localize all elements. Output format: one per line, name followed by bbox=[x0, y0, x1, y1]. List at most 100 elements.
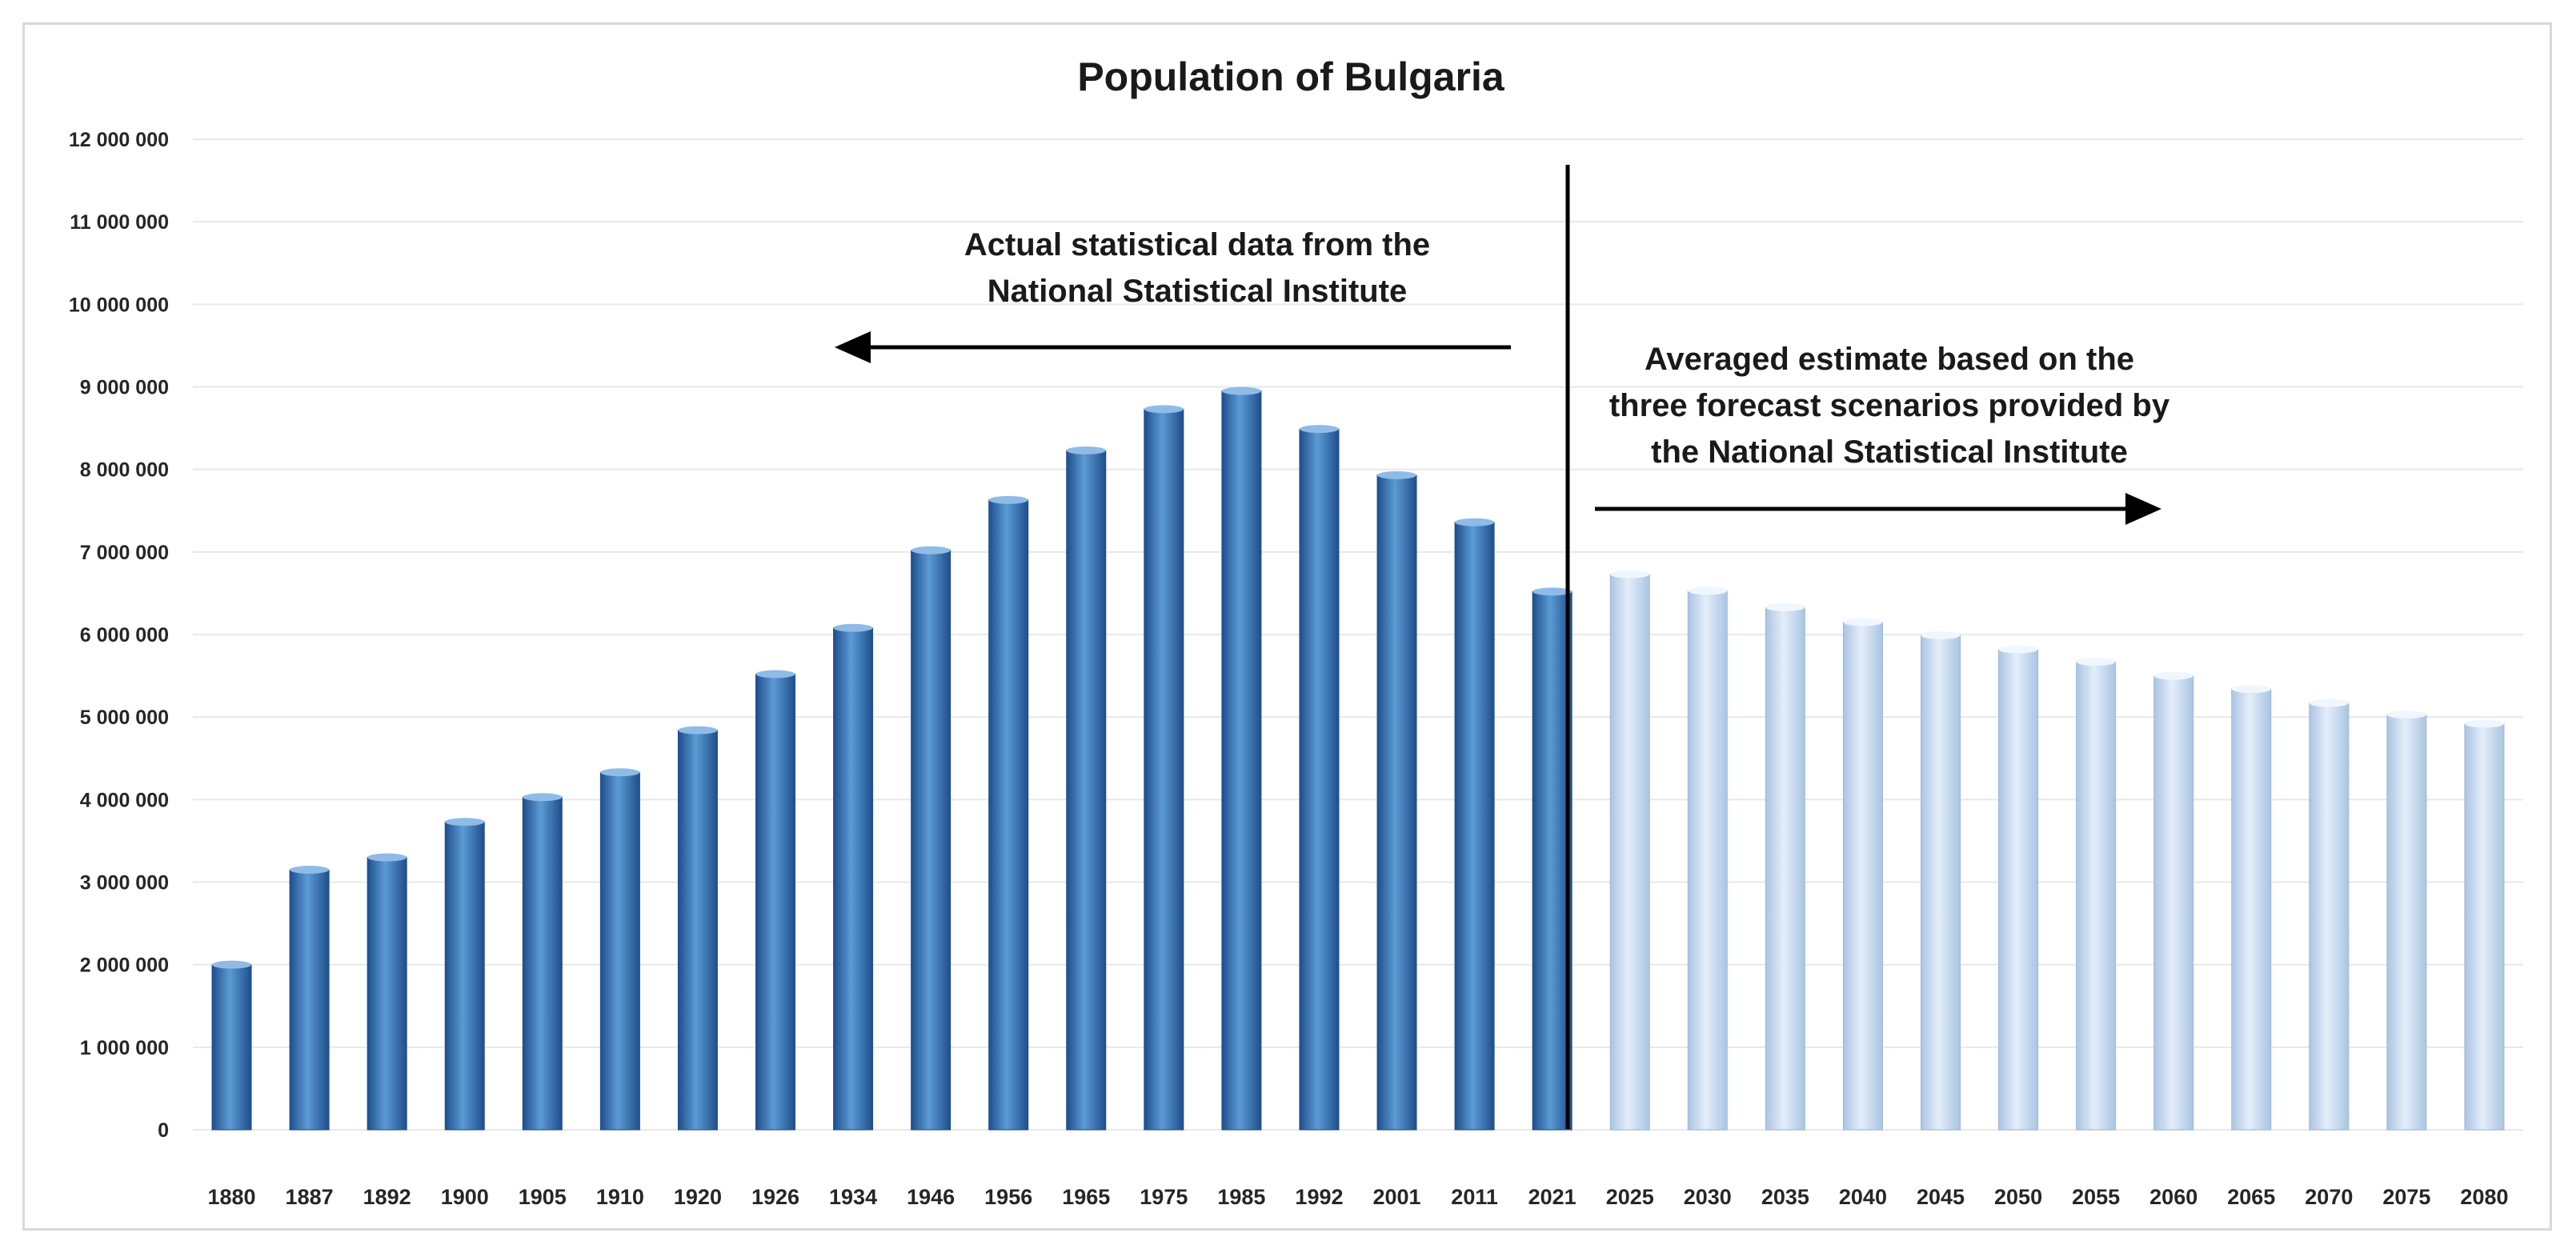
bar-cap bbox=[988, 495, 1028, 504]
bar-cap bbox=[1221, 386, 1261, 395]
x-tick-label: 2055 bbox=[2072, 1185, 2120, 1209]
y-tick-label: 10 000 000 bbox=[69, 294, 169, 316]
bar-cap bbox=[290, 866, 330, 875]
bar-body bbox=[677, 730, 718, 1131]
bar-cap bbox=[833, 623, 873, 632]
chart-svg: Population of Bulgaria 0 1 000 000 2 000 0… bbox=[69, 54, 2523, 1209]
annotation-actual-line1: Actual statistical data from the bbox=[964, 227, 1430, 262]
bar-forecast bbox=[1842, 618, 1883, 1131]
bar-actual bbox=[1144, 405, 1184, 1131]
x-tick-label: 1975 bbox=[1140, 1185, 1188, 1209]
x-tick-label: 2025 bbox=[1606, 1185, 1654, 1209]
y-tick-label: 11 000 000 bbox=[70, 211, 169, 234]
bar-actual bbox=[1532, 587, 1572, 1131]
bar-body bbox=[1376, 474, 1417, 1131]
x-tick-label: 2075 bbox=[2382, 1185, 2430, 1209]
bar-forecast bbox=[2231, 685, 2272, 1131]
bar-cap bbox=[2386, 711, 2426, 719]
y-tick-label: 12 000 000 bbox=[69, 129, 169, 151]
bar-body bbox=[1998, 649, 2039, 1131]
bar-cap bbox=[2076, 658, 2116, 667]
bar-actual bbox=[289, 866, 330, 1131]
bar-actual bbox=[599, 768, 640, 1131]
bar-actual bbox=[1066, 446, 1107, 1131]
bar-actual bbox=[1221, 386, 1262, 1131]
bar-forecast bbox=[2386, 711, 2427, 1131]
x-tick-label: 2065 bbox=[2227, 1185, 2275, 1209]
bar-cap bbox=[523, 793, 563, 802]
bar-cap bbox=[445, 818, 485, 827]
x-tick-label: 2021 bbox=[1528, 1185, 1576, 1209]
chart-title: Population of Bulgaria bbox=[1077, 54, 1505, 99]
bar-cap bbox=[600, 768, 640, 777]
bar-cap bbox=[678, 726, 718, 735]
bar-actual bbox=[1376, 470, 1417, 1131]
bar-forecast bbox=[1609, 570, 1650, 1131]
bar-cap bbox=[755, 670, 795, 679]
x-tick-label: 2045 bbox=[1917, 1185, 1965, 1209]
bar-actual bbox=[1299, 425, 1340, 1131]
bar-actual bbox=[367, 853, 407, 1131]
x-tick-label: 1926 bbox=[751, 1185, 799, 1209]
bar-cap bbox=[1843, 618, 1883, 626]
bar-forecast bbox=[2153, 671, 2194, 1131]
bar-body bbox=[1921, 635, 1961, 1131]
bar-cap bbox=[1688, 586, 1728, 595]
bar-cap bbox=[212, 960, 252, 969]
bar-forecast bbox=[2076, 658, 2117, 1131]
x-tick-label: 2035 bbox=[1761, 1185, 1809, 1209]
x-tick-label: 1985 bbox=[1217, 1185, 1265, 1209]
bar-body bbox=[2076, 661, 2117, 1131]
y-tick-label: 2 000 000 bbox=[80, 955, 169, 977]
bar-actual bbox=[755, 670, 795, 1131]
bar-actual bbox=[1454, 518, 1495, 1131]
x-tick-label: 1880 bbox=[207, 1185, 255, 1209]
bar-cap bbox=[1765, 602, 1805, 611]
bar-forecast bbox=[2309, 699, 2350, 1131]
bar-cap bbox=[367, 853, 407, 862]
bar-body bbox=[2309, 703, 2350, 1131]
bar-body bbox=[211, 964, 252, 1131]
x-tick-label: 2050 bbox=[1994, 1185, 2042, 1209]
bar-body bbox=[1532, 590, 1572, 1131]
y-tick-label: 8 000 000 bbox=[80, 459, 169, 482]
bar-body bbox=[988, 499, 1029, 1131]
x-tick-label: 1920 bbox=[674, 1185, 722, 1209]
bar-body bbox=[833, 627, 874, 1131]
x-tick-label: 2001 bbox=[1372, 1185, 1420, 1209]
bar-body bbox=[444, 821, 485, 1131]
bar-forecast bbox=[1921, 631, 1961, 1131]
bar-cap bbox=[1998, 645, 2038, 654]
bar-actual bbox=[911, 546, 951, 1131]
bar-actual bbox=[444, 818, 485, 1131]
x-tick-label: 1956 bbox=[984, 1185, 1032, 1209]
y-tick-label: 0 bbox=[158, 1119, 169, 1142]
y-tick-label: 3 000 000 bbox=[80, 872, 169, 895]
x-tick-label: 2040 bbox=[1839, 1185, 1887, 1209]
x-axis-ticks: 1880 1887 1892 1900 1905 1910 1920 1926 1934 1946… bbox=[207, 1185, 2508, 1209]
bar-body bbox=[1609, 574, 1650, 1131]
x-tick-label: 2011 bbox=[1451, 1185, 1498, 1209]
bar-actual bbox=[988, 495, 1029, 1131]
bar-body bbox=[599, 771, 640, 1131]
x-tick-label: 1910 bbox=[596, 1185, 644, 1209]
bar-body bbox=[1454, 522, 1495, 1131]
annotation-actual-line2: National Statistical Institute bbox=[988, 274, 1408, 309]
bar-body bbox=[289, 869, 330, 1131]
bar-cap bbox=[2231, 685, 2271, 694]
bar-body bbox=[911, 550, 951, 1131]
annotation-forecast-line3: the National Statistical Institute bbox=[1651, 434, 2128, 470]
bar-forecast bbox=[1687, 586, 1728, 1131]
x-tick-label: 1892 bbox=[363, 1185, 411, 1209]
y-tick-label: 5 000 000 bbox=[80, 707, 169, 729]
bar-body bbox=[1221, 390, 1262, 1131]
y-tick-label: 6 000 000 bbox=[80, 624, 169, 647]
y-axis-ticks: 0 1 000 000 2 000 000 3 000 000 4 000 000 5 0… bbox=[69, 129, 169, 1142]
bar-actual bbox=[833, 623, 874, 1131]
annotation-forecast-line2: three forecast scenarios provided by bbox=[1609, 388, 2170, 423]
bar-body bbox=[522, 796, 563, 1131]
x-tick-label: 2080 bbox=[2460, 1185, 2508, 1209]
bar-body bbox=[1687, 590, 1728, 1131]
bar-cap bbox=[1377, 470, 1417, 479]
y-tick-label: 1 000 000 bbox=[80, 1037, 169, 1059]
